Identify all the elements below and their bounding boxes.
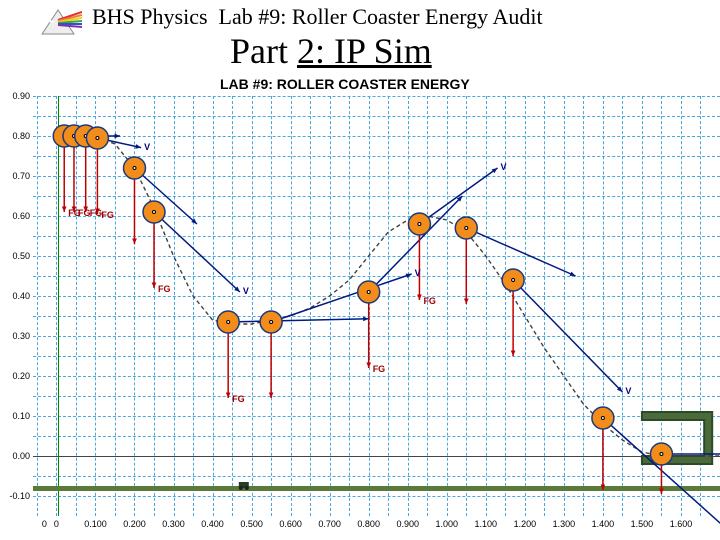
x-tick-label: 1.400 [583, 519, 623, 529]
y-tick-label: 0.10 [0, 411, 30, 421]
y-tick-label: 0.90 [0, 91, 30, 101]
fg-label: FG [78, 208, 91, 218]
x-tick-label: 1.500 [622, 519, 662, 529]
plot-area: 0.900.800.700.600.500.400.300.200.100.00… [33, 96, 720, 516]
fg-label: FG [423, 296, 436, 306]
v-label: V [501, 162, 507, 172]
x-tick-label: 0.600 [271, 519, 311, 529]
y-tick-label: 0.30 [0, 331, 30, 341]
x-tick-label: 1.100 [466, 519, 506, 529]
prism-rainbow-icon [34, 6, 82, 38]
y-tick-label: 0.70 [0, 171, 30, 181]
x-tick-label: 0.700 [310, 519, 350, 529]
fg-label: FG [158, 284, 171, 294]
subtitle-underlined: 2: IP Sim [297, 31, 432, 71]
course-name: BHS Physics [92, 4, 208, 29]
v-label: V [415, 268, 421, 278]
y-tick-label: 0.80 [0, 131, 30, 141]
x-tick-label: 1.300 [544, 519, 584, 529]
x-tick-label: 0.500 [232, 519, 272, 529]
x-tick-label: 0.800 [349, 519, 389, 529]
x-tick-label: 1.200 [505, 519, 545, 529]
velocity-vector [419, 168, 497, 224]
velocity-vector [228, 317, 369, 322]
y-tick-label: 0.00 [0, 451, 30, 461]
header-title: BHS Physics Lab #9: Roller Coaster Energ… [92, 4, 543, 30]
fg-label: FG [90, 208, 103, 218]
x-tick-label: 0.400 [193, 519, 233, 529]
velocity-vector [271, 274, 412, 322]
fg-label: FG [232, 394, 245, 404]
plot-svg [33, 96, 720, 516]
y-tick-label: 0.50 [0, 251, 30, 261]
x-tick-label: 0.300 [154, 519, 194, 529]
x-tick-label: 1.600 [661, 519, 701, 529]
subtitle-static: Part [230, 31, 297, 71]
y-tick-label: -0.10 [0, 491, 30, 501]
simulation-chart: LAB #9: ROLLER COASTER ENERGY 0.900.800.… [0, 74, 720, 540]
y-tick-label: 0.20 [0, 371, 30, 381]
x-tick-label: 0.100 [75, 519, 115, 529]
x-tick-label: 0.900 [388, 519, 428, 529]
header: BHS Physics Lab #9: Roller Coaster Energ… [0, 0, 720, 74]
velocity-vector [513, 280, 622, 392]
v-label: V [243, 286, 249, 296]
fg-label: FG [373, 364, 386, 374]
ground-strip [33, 486, 720, 491]
track-curve [56, 136, 720, 456]
header-subtitle: Part 2: IP Sim [230, 30, 432, 72]
v-label: V [625, 386, 631, 396]
y-tick-label: 0.60 [0, 211, 30, 221]
y-tick-label: 0.40 [0, 291, 30, 301]
x-tick-label: 1.000 [427, 519, 467, 529]
chart-title: LAB #9: ROLLER COASTER ENERGY [220, 76, 470, 92]
v-label: V [144, 142, 150, 152]
lab-title: Lab #9: Roller Coaster Energy Audit [219, 4, 543, 29]
x-tick-label: 0.200 [114, 519, 154, 529]
fg-label: FG [101, 210, 114, 220]
x-tick-label: 0 [24, 519, 64, 529]
